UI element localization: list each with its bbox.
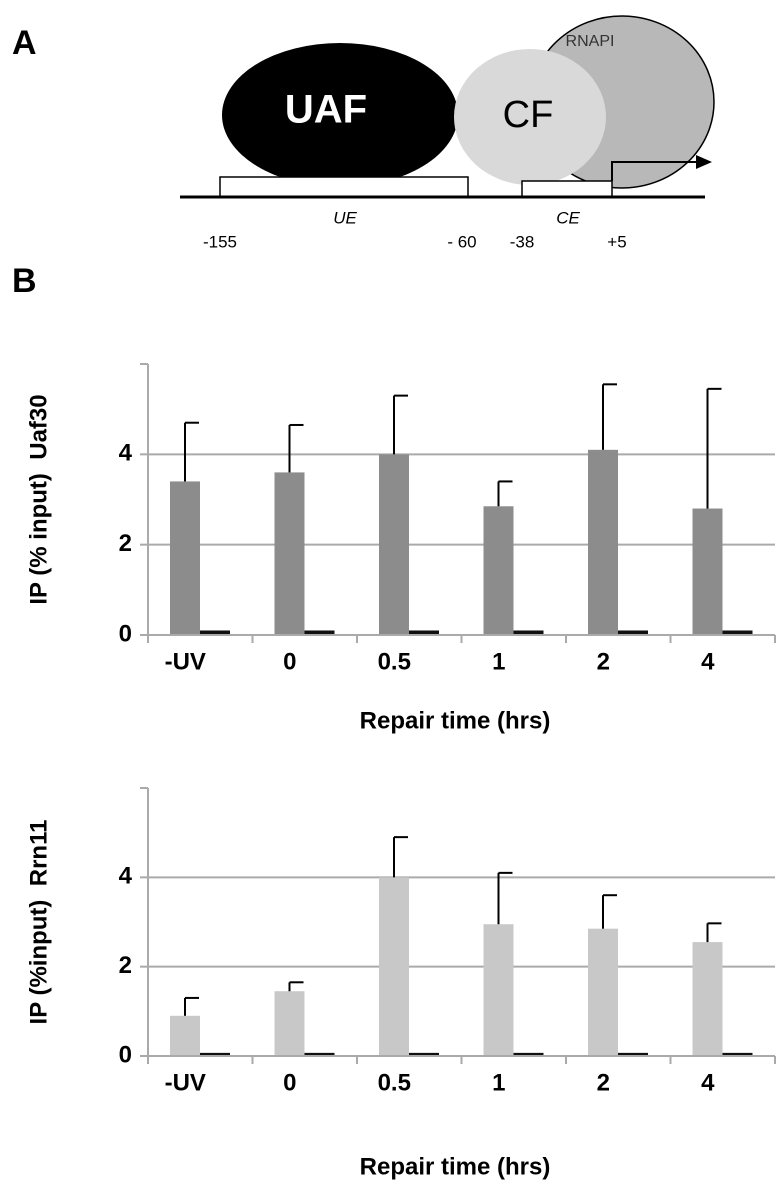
x-tick-label: -UV	[165, 1069, 206, 1096]
ue-box	[219, 176, 469, 198]
x-tick-label: 4	[701, 648, 715, 675]
arrow	[611, 161, 700, 181]
ue-label: UE	[333, 208, 357, 227]
y-tick-label: 2	[119, 530, 132, 557]
y-tick-label: 0	[119, 620, 132, 647]
bar	[692, 508, 723, 635]
bar	[200, 630, 230, 635]
uaf-label: UAF	[285, 88, 367, 132]
bar	[200, 1052, 230, 1056]
arrow-head	[696, 155, 712, 169]
y-tick-label: 4	[119, 440, 133, 467]
bar	[274, 991, 305, 1056]
position-label: +5	[607, 232, 626, 251]
cf-label: CF	[503, 94, 554, 136]
position-label: - 60	[447, 232, 476, 251]
bar	[483, 506, 514, 635]
x-tick-label: 0	[283, 648, 296, 675]
ce-box	[521, 180, 613, 198]
uaf-shape	[222, 43, 458, 187]
bar	[618, 1052, 648, 1056]
bar	[588, 928, 618, 1056]
bar	[722, 1052, 753, 1056]
bar	[588, 449, 618, 635]
panel-label: A	[12, 24, 37, 62]
bar	[379, 454, 409, 635]
bar	[513, 1052, 544, 1056]
ce-label: CE	[556, 208, 580, 227]
y-tick-label: 4	[119, 863, 133, 890]
x-tick-label: 4	[701, 1069, 715, 1096]
x-tick-label: 0.5	[378, 1069, 411, 1096]
bar	[304, 630, 335, 635]
bar	[379, 877, 409, 1056]
x-tick-label: 0	[283, 1069, 296, 1096]
x-tick-label: 1	[492, 1069, 505, 1096]
x-tick-label: 2	[597, 1069, 610, 1096]
bar	[618, 630, 648, 635]
bar	[483, 924, 514, 1056]
x-tick-label: -UV	[165, 648, 206, 675]
y-axis-label: IP (%input) Rrn11	[25, 820, 52, 1025]
y-tick-label: 0	[119, 1041, 132, 1068]
bar	[170, 481, 200, 635]
panel-label: B	[12, 262, 37, 300]
position-label: -38	[510, 232, 535, 251]
cf-shape	[454, 49, 606, 185]
x-tick-label: 2	[597, 648, 610, 675]
bar	[304, 1052, 335, 1056]
y-tick-label: 2	[119, 952, 132, 979]
bar	[722, 630, 753, 635]
diagram: UAF CF RNAPI UE CE -155 - 60 -38 +5	[180, 15, 715, 251]
bar	[513, 630, 544, 635]
bar	[409, 1052, 439, 1056]
x-axis-label: Repair time (hrs)	[360, 1153, 551, 1180]
position-label: -155	[203, 232, 237, 251]
rnapi-label: RNAPI	[566, 33, 615, 50]
bar	[409, 630, 439, 635]
bar	[274, 472, 305, 635]
x-tick-label: 1	[492, 648, 505, 675]
x-axis-label: Repair time (hrs)	[360, 707, 551, 734]
bar	[692, 942, 723, 1056]
y-axis-label: IP (% input) Uaf30	[25, 394, 52, 604]
x-tick-label: 0.5	[378, 648, 411, 675]
bar	[170, 1015, 200, 1056]
